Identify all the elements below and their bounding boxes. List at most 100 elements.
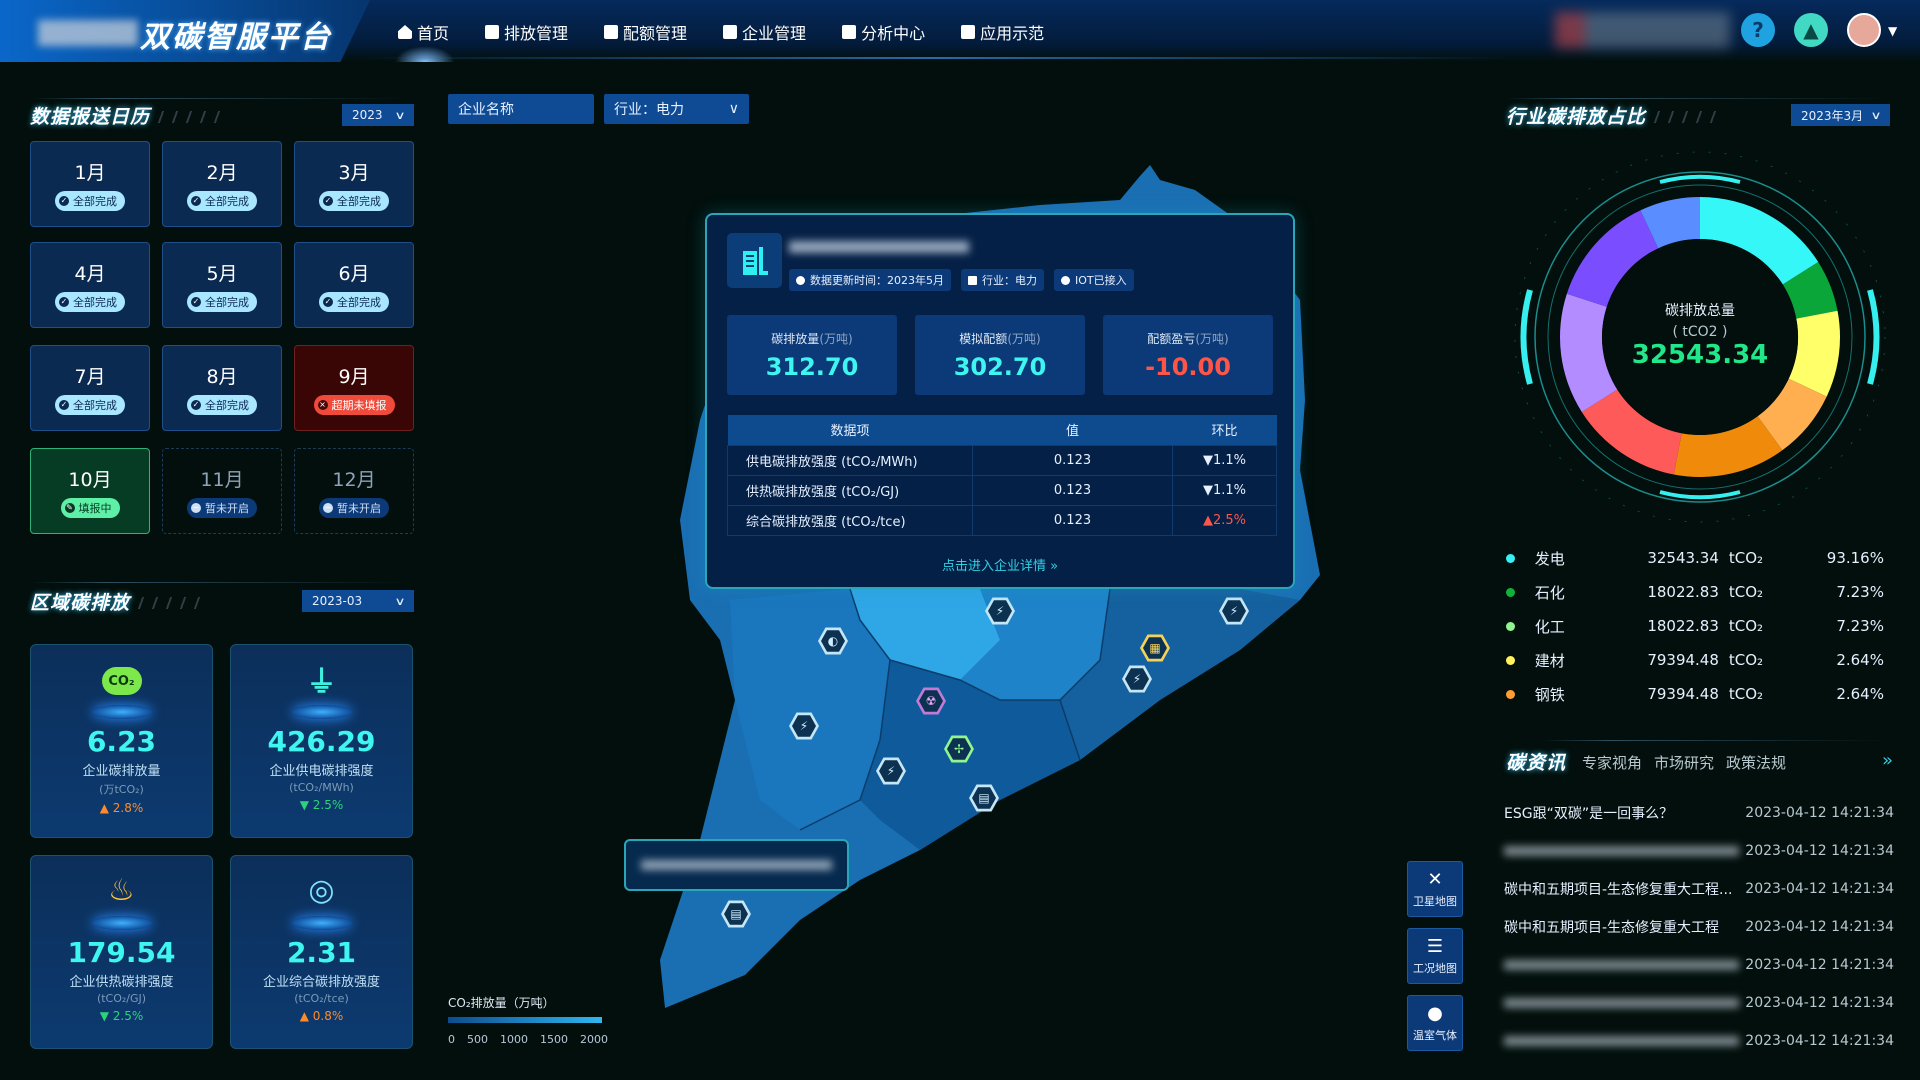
- map-marker-wind-icon[interactable]: ✢: [944, 735, 974, 763]
- industry-legend-item[interactable]: 钢铁 79394.48 tCO₂ 2.64%: [1504, 682, 1884, 706]
- enterprise-name: [789, 241, 969, 253]
- calendar-month-11[interactable]: 11月 − 暂未开启: [162, 448, 282, 534]
- donut-slice[interactable]: [1782, 261, 1838, 319]
- notification-button[interactable]: ▲: [1794, 13, 1828, 47]
- status-badge: × 超期未填报: [313, 394, 395, 415]
- nav-item[interactable]: 排放管理: [485, 20, 568, 44]
- legend-dot: [1506, 553, 1515, 563]
- center-value: 32543.34: [1631, 340, 1769, 370]
- calendar-month-12[interactable]: 12月 − 暂未开启: [294, 448, 414, 534]
- month-label: 5月: [206, 262, 238, 285]
- calendar-month-5[interactable]: 5月 ✓ 全部完成: [162, 242, 282, 328]
- news-tab[interactable]: 政策法规: [1726, 754, 1787, 772]
- industry-legend-item[interactable]: 石化 18022.83 tCO₂ 7.23%: [1504, 580, 1884, 604]
- status-text: 超期未填报: [331, 398, 387, 412]
- user-menu-chevron-icon[interactable]: ▼: [1888, 24, 1898, 38]
- calendar-month-1[interactable]: 1月 ✓ 全部完成: [30, 141, 150, 227]
- nav-item[interactable]: 应用示范: [961, 20, 1044, 44]
- map-region-east[interactable]: [1060, 589, 1300, 760]
- news-title: 碳中和五期项目-生态修复重大工程: [1504, 920, 1720, 936]
- calendar-month-6[interactable]: 6月 ✓ 全部完成: [294, 242, 414, 328]
- more-chevron-icon[interactable]: »: [1882, 750, 1894, 771]
- nav-item[interactable]: 配额管理: [604, 20, 687, 44]
- calendar-month-8[interactable]: 8月 ✓ 全部完成: [162, 345, 282, 431]
- legend-tick: 500: [467, 1033, 488, 1046]
- region-date-select[interactable]: 2023-03 ∨: [302, 590, 414, 612]
- news-item[interactable]: 2023-04-12 14:21:34: [1504, 954, 1894, 976]
- map-region-west[interactable]: [730, 589, 890, 830]
- donut-slice[interactable]: [1560, 293, 1618, 413]
- news-item[interactable]: 2023-04-12 14:21:34: [1504, 992, 1894, 1014]
- donut-slice[interactable]: [1757, 378, 1827, 451]
- stat-label: 企业综合碳排放强度: [262, 975, 380, 990]
- logo: [38, 20, 138, 46]
- row-item: 供电碳排放强度 (tCO₂/MWh): [727, 444, 973, 476]
- nav-item-label: 排放管理: [504, 24, 569, 43]
- news-title: ESG跟“双碳”是一回事么？: [1504, 806, 1674, 822]
- donut-slice[interactable]: [1788, 310, 1840, 397]
- month-label: 9月: [338, 365, 370, 388]
- map-marker-building-icon[interactable]: ▦: [1140, 634, 1170, 662]
- status-text: 全部完成: [73, 295, 117, 309]
- news-item[interactable]: 2023-04-12 14:21:34: [1504, 840, 1894, 862]
- map-marker-industry-icon[interactable]: ◐: [818, 627, 848, 655]
- calendar-month-9[interactable]: 9月 × 超期未填报: [294, 345, 414, 431]
- nav-item[interactable]: 企业管理: [723, 20, 806, 44]
- stat-unit: (tCO₂/tce): [294, 992, 349, 1005]
- news-item[interactable]: 碳中和五期项目-生态修复重大工程 2023-04-12 14:21:34: [1504, 916, 1894, 938]
- help-button[interactable]: ?: [1741, 13, 1775, 47]
- donut-slice[interactable]: [1700, 197, 1819, 285]
- map-marker-power-icon[interactable]: ⚡: [876, 757, 906, 785]
- industry-legend-item[interactable]: 建材 79394.48 tCO₂ 2.64%: [1504, 648, 1884, 672]
- news-tab[interactable]: 市场研究: [1654, 754, 1715, 772]
- avatar[interactable]: [1847, 13, 1881, 47]
- calendar-month-2[interactable]: 2月 ✓ 全部完成: [162, 141, 282, 227]
- news-tab[interactable]: 专家视角: [1582, 754, 1643, 772]
- map-marker-document-icon[interactable]: ▤: [969, 784, 999, 812]
- donut-slice[interactable]: [1640, 197, 1700, 249]
- stat-unit: (tCO₂/MWh): [289, 781, 354, 794]
- industry-title: 行业碳排放占比: [1506, 102, 1717, 129]
- map-marker-power-icon[interactable]: ⚡: [789, 712, 819, 740]
- map-marker-power-icon[interactable]: ⚡: [1219, 597, 1249, 625]
- map-marker-power-icon[interactable]: ⚡: [985, 597, 1015, 625]
- row-value: 0.123: [972, 474, 1173, 506]
- user-info[interactable]: [1555, 12, 1730, 48]
- enterprise-detail-link[interactable]: 点击进入企业详情 »: [941, 559, 1059, 574]
- industry-legend-item[interactable]: 化工 18022.83 tCO₂ 7.23%: [1504, 614, 1884, 638]
- donut-slice[interactable]: [1673, 416, 1783, 477]
- map-region-north[interactable]: [850, 589, 1000, 680]
- map-marker-nuclear-icon[interactable]: ☢: [916, 687, 946, 715]
- map-marker-document-icon[interactable]: ▤: [721, 900, 751, 928]
- industry-select[interactable]: 行业：电力 ∨: [604, 94, 749, 124]
- news-item[interactable]: 碳中和五期项目-生态修复重大工程... 2023-04-12 14:21:34: [1504, 878, 1894, 900]
- donut-slice[interactable]: [1581, 389, 1682, 475]
- iot-icon: [1061, 275, 1070, 285]
- map-marker-power-icon[interactable]: ⚡: [1122, 665, 1152, 693]
- calendar-month-7[interactable]: 7月 ✓ 全部完成: [30, 345, 150, 431]
- nav-item[interactable]: 分析中心: [842, 20, 925, 44]
- status-text: 全部完成: [73, 398, 117, 412]
- industry-percent: 7.23%: [1836, 617, 1884, 635]
- nav-item[interactable]: 首页: [398, 20, 449, 44]
- row-item: 供热碳排放强度 (tCO₂/GJ): [727, 474, 973, 506]
- industry-date-select[interactable]: 2023年3月 ∨: [1791, 104, 1890, 126]
- calendar-month-10[interactable]: 10月 ✎ 填报中: [30, 448, 150, 534]
- donut-slice[interactable]: [1566, 210, 1659, 307]
- calendar-month-3[interactable]: 3月 ✓ 全部完成: [294, 141, 414, 227]
- heater-icon: ♨: [108, 872, 135, 908]
- map-tool-gas[interactable]: ● 温室气体: [1407, 995, 1463, 1051]
- industry-legend-item[interactable]: 发电 32543.34 tCO₂ 93.16%: [1504, 546, 1884, 570]
- map-tool-server[interactable]: ☰ 工况地图: [1407, 928, 1463, 984]
- news-item[interactable]: ESG跟“双碳”是一回事么？ 2023-04-12 14:21:34: [1504, 802, 1894, 824]
- map-tool-satellite[interactable]: ✕ 卫星地图: [1407, 861, 1463, 917]
- company-name-input[interactable]: 企业名称: [448, 94, 594, 124]
- table-header: 数据项: [727, 415, 973, 445]
- year-select[interactable]: 2023 ∨: [342, 104, 414, 126]
- region-stat-card: ♨ 179.54 企业供热碳排强度 (tCO₂/GJ) ▼ 2.5%: [30, 855, 213, 1049]
- month-label: 3月: [338, 161, 370, 184]
- news-item[interactable]: 2023-04-12 14:21:34: [1504, 1030, 1894, 1052]
- calendar-month-4[interactable]: 4月 ✓ 全部完成: [30, 242, 150, 328]
- map-tooltip: [624, 839, 849, 891]
- status-badge: ✎ 填报中: [60, 497, 120, 518]
